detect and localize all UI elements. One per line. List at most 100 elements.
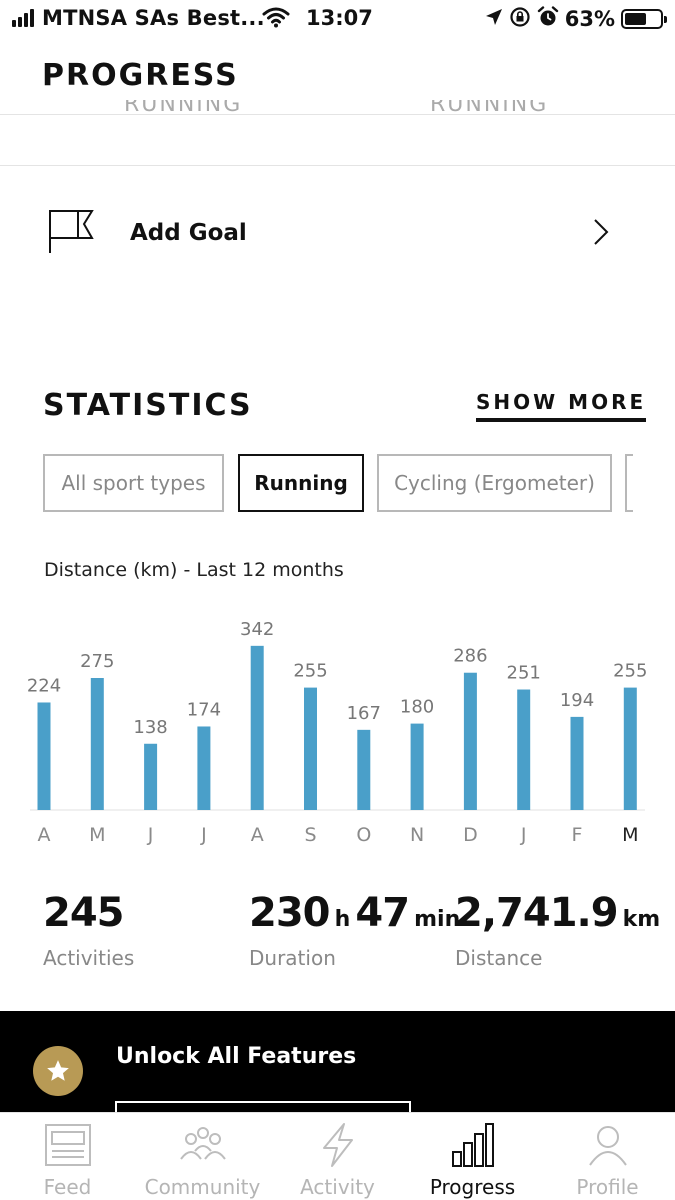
- filter-chip-running[interactable]: Running: [238, 454, 364, 512]
- chart-bar[interactable]: [410, 723, 424, 810]
- status-bar: MTNSA SAs Best... 13:07 6: [0, 0, 675, 38]
- chart-bar[interactable]: [250, 645, 264, 810]
- tab-label: Activity: [300, 1175, 375, 1199]
- flag-icon: [48, 208, 96, 258]
- activities-label: Activities: [43, 946, 135, 970]
- chart-category-label: A: [38, 824, 51, 846]
- add-goal-label: Add Goal: [130, 220, 247, 246]
- bottom-tab-bar: Feed Community Activity: [0, 1112, 675, 1200]
- summary-activities: 245 Activities: [43, 890, 134, 970]
- add-goal-row[interactable]: Add Goal: [0, 190, 675, 275]
- duration-minutes: 47: [355, 890, 410, 936]
- header-divider: [0, 114, 675, 115]
- tab-label: Progress: [429, 1175, 516, 1199]
- chart-bar[interactable]: [304, 687, 317, 810]
- duration-minutes-unit: min: [414, 907, 461, 932]
- tab-activity[interactable]: Activity: [270, 1113, 405, 1200]
- chart-bar[interactable]: [357, 729, 371, 810]
- chart-category-label: A: [251, 824, 264, 846]
- tab-profile[interactable]: Profile: [540, 1113, 675, 1200]
- duration-hours: 230: [249, 890, 330, 936]
- summary-duration: 230 h 47 min Duration: [249, 890, 460, 970]
- chart-bar[interactable]: [517, 689, 531, 810]
- star-icon: [33, 1046, 83, 1096]
- chart-bar[interactable]: [197, 726, 211, 810]
- chart-category-label: D: [463, 824, 478, 846]
- signal-icon: [12, 9, 34, 27]
- filter-chip-more[interactable]: [625, 454, 633, 512]
- tab-label: Feed: [43, 1175, 92, 1199]
- chart-category-label: O: [356, 824, 371, 846]
- tab-progress[interactable]: Progress: [405, 1113, 540, 1200]
- summary-distance: 2,741.9 km Distance: [455, 890, 660, 970]
- chart-value-label: 174: [187, 699, 221, 720]
- chart-value-label: 286: [453, 646, 487, 667]
- chart-value-label: 138: [133, 717, 167, 738]
- chart-bar[interactable]: [144, 743, 158, 810]
- unlock-button[interactable]: [115, 1101, 411, 1112]
- chart-value-label: 342: [240, 619, 274, 640]
- chart-value-label: 167: [347, 703, 381, 724]
- tab-label: Profile: [576, 1175, 639, 1199]
- battery-percent: 63%: [564, 7, 615, 31]
- chart-category-label: F: [572, 824, 583, 846]
- statistics-heading: STATISTICS: [43, 388, 253, 423]
- progress-icon: [405, 1121, 540, 1169]
- chart-title: Distance (km) - Last 12 months: [44, 559, 344, 581]
- scrolled-content-peek: RUNNING: [430, 100, 549, 117]
- duration-hours-unit: h: [334, 907, 351, 932]
- chart-category-label: J: [520, 824, 527, 846]
- unlock-title: Unlock All Features: [116, 1044, 357, 1069]
- activities-value: 245: [43, 890, 124, 936]
- tab-feed[interactable]: Feed: [0, 1113, 135, 1200]
- chart-value-label: 255: [293, 661, 327, 682]
- section-divider: [0, 165, 675, 166]
- alarm-icon: [537, 6, 559, 32]
- chart-category-label: J: [200, 824, 207, 846]
- show-more-link[interactable]: SHOW MORE: [476, 390, 647, 422]
- chart-bar[interactable]: [623, 687, 637, 810]
- chart-category-label: N: [410, 824, 424, 846]
- community-icon: [135, 1121, 270, 1169]
- chart-value-label: 194: [560, 690, 594, 711]
- activity-icon: [270, 1121, 405, 1169]
- scrolled-content-peek: RUNNING: [124, 100, 243, 117]
- distance-bar-chart: 224 A 275 M 138 J 174 J 342 A 255 S 167 O 180 N 286 D 251 J…: [0, 610, 675, 855]
- filter-chip-cycling[interactable]: Cycling (Ergometer): [377, 454, 612, 512]
- page-title: PROGRESS: [42, 58, 239, 93]
- sport-filter-chips: All sport types Running Cycling (Ergomet…: [43, 454, 633, 512]
- chart-category-label: S: [304, 824, 316, 846]
- rotation-lock-icon: [509, 6, 531, 32]
- chart-bar[interactable]: [570, 716, 584, 810]
- distance-unit: km: [622, 907, 661, 932]
- location-icon: [485, 8, 503, 30]
- carrier-name: MTNSA SAs Best...: [42, 6, 265, 30]
- duration-label: Duration: [249, 946, 336, 970]
- chart-category-label: M: [622, 824, 638, 846]
- unlock-features-banner: Unlock All Features: [0, 1011, 675, 1112]
- tab-label: Community: [144, 1175, 261, 1199]
- chart-bar[interactable]: [37, 702, 51, 810]
- chart-value-label: 255: [613, 661, 647, 682]
- chart-value-label: 251: [507, 663, 541, 684]
- clock: 13:07: [306, 6, 373, 30]
- wifi-icon: [262, 6, 290, 32]
- chart-category-label: M: [89, 824, 105, 846]
- chart-bar[interactable]: [90, 678, 104, 810]
- chart-bar[interactable]: [463, 672, 477, 810]
- chart-value-label: 180: [400, 697, 434, 718]
- status-icons: 63%: [485, 6, 667, 32]
- distance-value: 2,741.9: [455, 890, 619, 936]
- chart-category-label: J: [147, 824, 154, 846]
- chart-value-label: 224: [27, 675, 61, 696]
- tab-community[interactable]: Community: [135, 1113, 270, 1200]
- battery-icon: [621, 9, 667, 29]
- carrier-group: MTNSA SAs Best...: [12, 6, 265, 30]
- battery-level: [625, 13, 647, 25]
- feed-icon: [0, 1121, 135, 1169]
- chevron-right-icon: [592, 218, 610, 250]
- chart-value-label: 275: [80, 651, 114, 672]
- filter-chip-all[interactable]: All sport types: [43, 454, 224, 512]
- chart-svg: 224 A 275 M 138 J 174 J 342 A 255 S 167 O 180 N 286 D 251 J…: [27, 619, 648, 846]
- profile-icon: [540, 1121, 675, 1169]
